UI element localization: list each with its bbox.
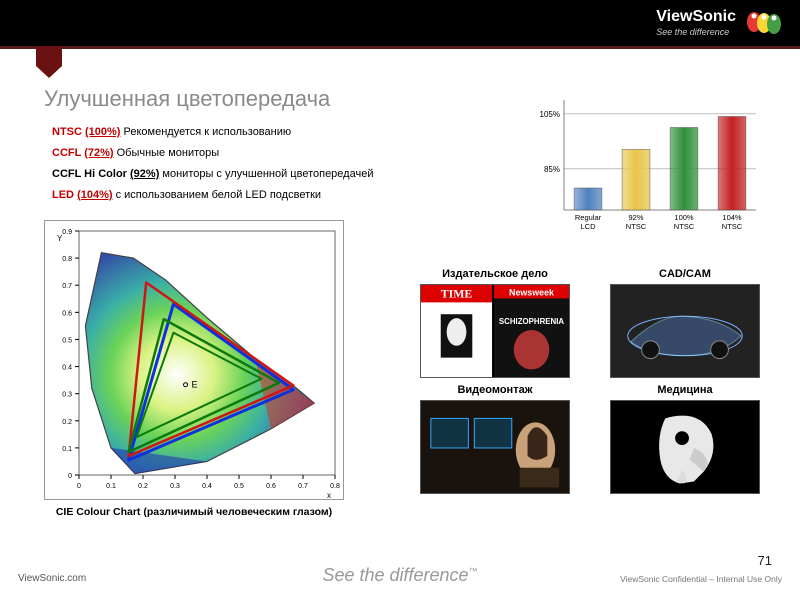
cie-caption: CIE Colour Chart (различимый человечески… bbox=[44, 506, 344, 518]
svg-text:0.3: 0.3 bbox=[170, 483, 180, 490]
legend: NTSC (100%) Рекомендуется к использовани… bbox=[52, 122, 373, 206]
app-label: Медицина bbox=[600, 384, 770, 396]
app-label: Издательское дело bbox=[410, 268, 580, 280]
svg-text:TIME: TIME bbox=[441, 286, 473, 300]
svg-text:NTSC: NTSC bbox=[674, 222, 695, 231]
app-cad: CAD/CAM bbox=[600, 268, 770, 378]
svg-text:0.2: 0.2 bbox=[62, 419, 72, 426]
footer-left: ViewSonic.com bbox=[18, 573, 86, 584]
footer-right: ViewSonic Confidential – Internal Use On… bbox=[620, 574, 782, 584]
app-thumb bbox=[610, 284, 760, 378]
svg-text:0.6: 0.6 bbox=[62, 310, 72, 317]
svg-text:0.8: 0.8 bbox=[62, 256, 72, 263]
svg-text:105%: 105% bbox=[540, 110, 560, 119]
app-video: Видеомонтаж bbox=[410, 384, 580, 494]
page-number: 71 bbox=[758, 553, 772, 568]
svg-text:SCHIZOPHRENIA: SCHIZOPHRENIA bbox=[499, 317, 565, 326]
svg-text:0.9: 0.9 bbox=[62, 229, 72, 236]
svg-text:92%: 92% bbox=[628, 213, 643, 222]
svg-text:0.5: 0.5 bbox=[234, 483, 244, 490]
app-thumb: TIME Newsweek SCHIZOPHRENIA bbox=[420, 284, 570, 378]
svg-text:0.7: 0.7 bbox=[62, 283, 72, 290]
footer-center-text: See the difference bbox=[322, 565, 468, 585]
svg-text:0.4: 0.4 bbox=[202, 483, 212, 490]
svg-text:0.3: 0.3 bbox=[62, 392, 72, 399]
svg-text:104%: 104% bbox=[722, 213, 742, 222]
brand: ViewSonic See the difference bbox=[656, 8, 786, 38]
page-title: Улучшенная цветопередача bbox=[44, 86, 330, 112]
svg-text:0.1: 0.1 bbox=[62, 446, 72, 453]
app-label: CAD/CAM bbox=[600, 268, 770, 280]
header-bar: ViewSonic See the difference bbox=[0, 0, 800, 46]
svg-text:0.6: 0.6 bbox=[266, 483, 276, 490]
corner-tab bbox=[36, 46, 62, 66]
svg-text:NTSC: NTSC bbox=[626, 222, 647, 231]
app-medical: Медицина bbox=[600, 384, 770, 494]
svg-text:0.1: 0.1 bbox=[106, 483, 116, 490]
apps-grid: Издательское дело TIME Newsweek SCHIZOPHREN… bbox=[410, 268, 770, 494]
svg-text:E: E bbox=[192, 380, 198, 390]
svg-text:0.5: 0.5 bbox=[62, 337, 72, 344]
svg-text:0: 0 bbox=[77, 483, 81, 490]
svg-text:Regular: Regular bbox=[575, 213, 602, 222]
legend-row: CCFL Hi Color (92%) мониторы с улучшенно… bbox=[52, 164, 373, 185]
svg-text:85%: 85% bbox=[544, 165, 560, 174]
svg-text:NTSC: NTSC bbox=[722, 222, 743, 231]
svg-text:100%: 100% bbox=[674, 213, 694, 222]
brand-name: ViewSonic bbox=[656, 8, 736, 26]
svg-text:0.4: 0.4 bbox=[62, 365, 72, 372]
cie-chart: 0 0.1 0.2 0.3 0.4 0.5 0.6 0.7 0.8 0 0.1 0.2 0.3 0.4 0.… bbox=[44, 220, 344, 500]
bar-chart: 85%105%RegularLCD92%NTSC100%NTSC104%NTSC bbox=[530, 94, 762, 240]
legend-row: NTSC (100%) Рекомендуется к использовани… bbox=[52, 122, 373, 143]
app-thumb bbox=[610, 400, 760, 494]
svg-text:0: 0 bbox=[68, 473, 72, 480]
svg-text:0.7: 0.7 bbox=[298, 483, 308, 490]
svg-text:0.8: 0.8 bbox=[330, 483, 340, 490]
cie-block: 0 0.1 0.2 0.3 0.4 0.5 0.6 0.7 0.8 0 0.1 0.2 0.3 0.4 0.… bbox=[44, 220, 344, 518]
svg-text:0.2: 0.2 bbox=[138, 483, 148, 490]
svg-text:Newsweek: Newsweek bbox=[509, 287, 554, 297]
birds-icon bbox=[742, 8, 786, 38]
brand-tagline: See the difference bbox=[656, 28, 736, 38]
footer-center: See the difference™ bbox=[322, 565, 477, 586]
tm-icon: ™ bbox=[469, 566, 478, 576]
legend-row: CCFL (72%) Обычные мониторы bbox=[52, 143, 373, 164]
app-publishing: Издательское дело TIME Newsweek SCHIZOPHREN… bbox=[410, 268, 580, 378]
legend-row: LED (104%) с использованием белой LED по… bbox=[52, 185, 373, 206]
svg-text:Y: Y bbox=[57, 234, 63, 243]
app-label: Видеомонтаж bbox=[410, 384, 580, 396]
svg-text:x: x bbox=[327, 491, 331, 500]
app-thumb bbox=[420, 400, 570, 494]
svg-text:LCD: LCD bbox=[580, 222, 596, 231]
